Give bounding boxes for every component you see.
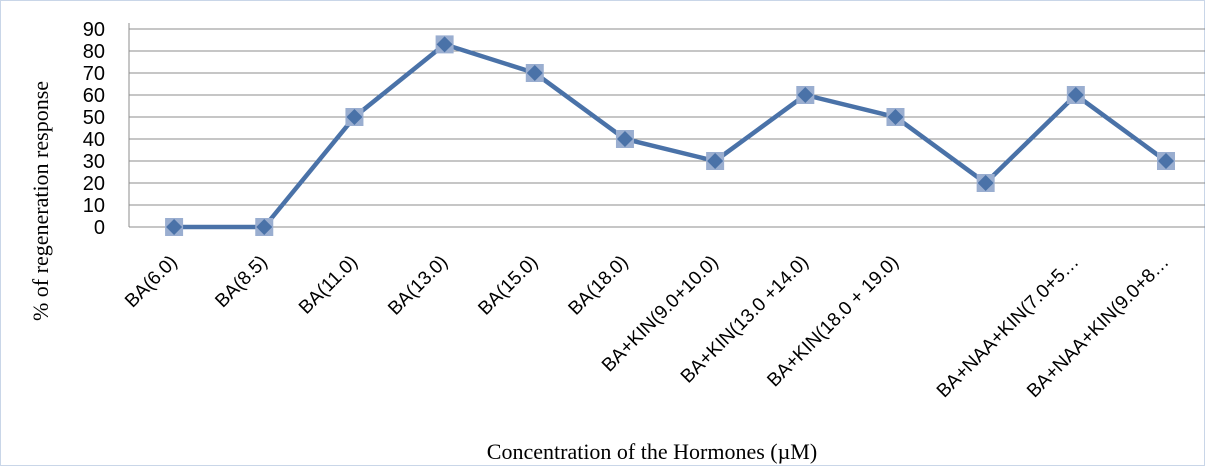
data-point-marker [526,65,543,81]
x-tick-label: BA(15.0) [474,252,542,320]
y-axis-title: % of regeneration response [28,81,53,321]
data-point-marker [166,219,183,235]
y-tick-label: 40 [83,129,105,151]
y-tick-label: 10 [83,195,105,217]
data-point [706,152,725,170]
data-point-marker [887,109,904,125]
x-axis-title: Concentration of the Hormones (µM) [487,439,817,464]
y-tick-label: 30 [83,151,105,173]
x-tick-label: BA(18.0) [565,252,633,320]
y-tick-label: 60 [83,85,105,107]
data-point-marker [436,36,453,53]
data-point [615,130,634,148]
data-point-marker [797,87,814,103]
series-markers [165,35,1175,236]
data-point-marker [346,109,363,125]
data-point [796,86,815,104]
data-point [525,64,544,82]
y-tick-label: 90 [83,19,105,41]
y-tick-label: 80 [83,41,105,63]
data-point [345,108,364,126]
x-tick-labels: BA(6.0) BA(8.5) BA(11.0) BA(13.0) BA(15.0) BA… [121,252,1173,402]
series-line [174,42,1168,230]
data-point [1066,86,1085,104]
data-point-marker [707,153,724,169]
data-point [886,108,905,126]
x-tick-label: BA+NAA+KIN(7.0+5… [933,252,1083,402]
data-point-marker [256,219,273,235]
axes [128,23,1205,228]
data-point-marker [1067,87,1084,103]
x-tick-label: BA(13.0) [384,252,452,320]
data-point [1157,152,1175,170]
data-point-marker [1158,153,1174,169]
x-tick-label: BA(6.0) [121,252,181,312]
data-point-marker [616,131,633,147]
y-tick-label: 50 [83,107,105,129]
gridlines [129,28,1205,206]
y-tick-label: 70 [83,63,105,85]
data-point [165,218,184,236]
data-point-marker [977,175,994,191]
x-tick-label: BA(8.5) [211,252,271,312]
data-point [255,218,274,236]
series-line-path [174,42,1168,230]
x-tick-label: BA(11.0) [295,252,362,319]
data-point [976,174,995,192]
y-tick-label: 20 [83,173,105,195]
data-point [435,35,454,54]
y-tick-label: 0 [94,217,105,239]
